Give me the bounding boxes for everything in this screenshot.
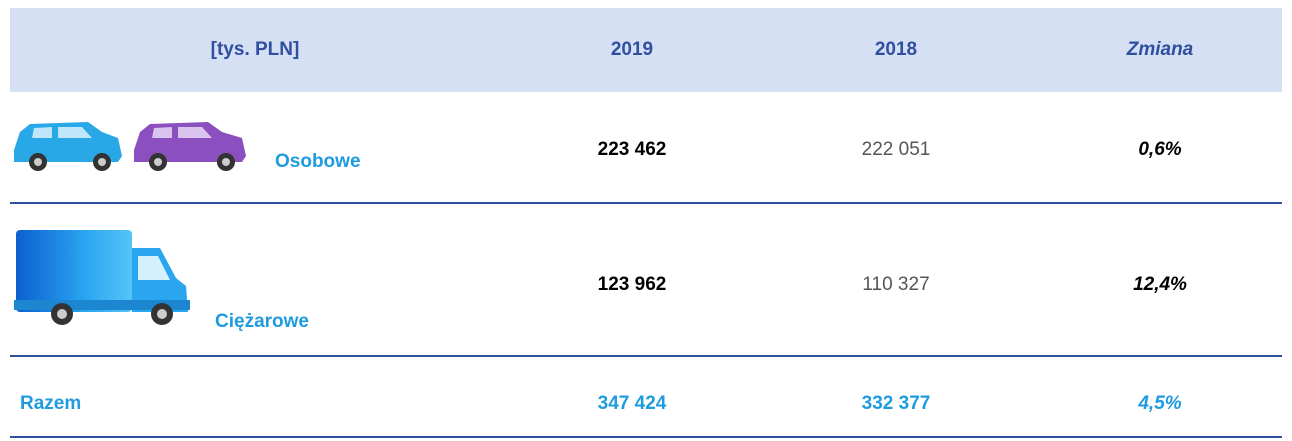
cell: 110 327 [862, 274, 929, 295]
cell: 332 377 [862, 393, 931, 414]
row-label: Osobowe [275, 151, 361, 172]
truck-icon [14, 230, 190, 325]
header-cell: Zmiana [1126, 39, 1194, 60]
header-cell: 2019 [611, 39, 653, 60]
row-label: Ciężarowe [215, 311, 309, 332]
cell: 0,6% [1138, 139, 1181, 160]
header-cell: [tys. PLN] [211, 39, 300, 60]
row-label: Razem [20, 393, 81, 414]
cell: 4,5% [1137, 393, 1181, 414]
table: [tys. PLN] 2019 2018 Zmiana Osobowe 223 … [0, 0, 1292, 441]
cell: 12,4% [1133, 274, 1187, 295]
cell: 347 424 [598, 393, 667, 414]
cell: 123 962 [598, 274, 667, 295]
car-icon [134, 122, 246, 171]
page: [tys. PLN] 2019 2018 Zmiana Osobowe 223 … [0, 0, 1292, 441]
header-cell: 2018 [875, 39, 917, 60]
cell: 223 462 [598, 139, 667, 160]
cell: 222 051 [862, 139, 931, 160]
car-icon [14, 122, 122, 171]
